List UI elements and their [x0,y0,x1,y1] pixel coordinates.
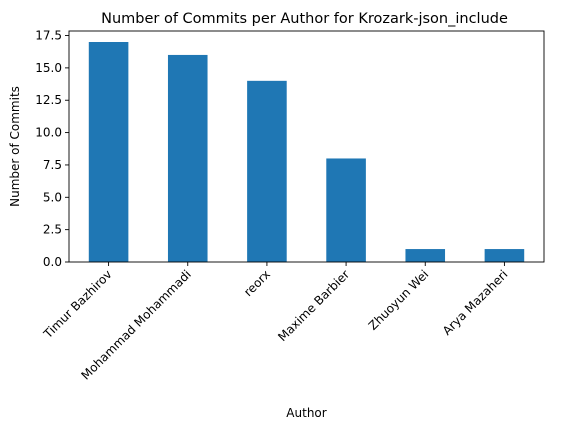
bars-group [88,42,525,262]
x-tick-label-4: Zhuoyun Wei [366,267,432,333]
y-tick-label-2: 5.0 [43,190,62,204]
plot-frame [68,30,545,263]
x-axis-label: Author [286,406,326,420]
x-tick-label-0: Timur Bazhirov [40,267,114,341]
x-tick-label-5: Arya Mazaheri [440,267,511,338]
bar-4 [405,249,446,262]
y-tick-label-7: 17.5 [35,29,62,43]
y-tick-label-6: 15.0 [35,61,62,75]
x-tick-label-2: reorx [241,267,273,299]
y-tick-label-4: 10.0 [35,126,62,140]
bar-3 [326,158,366,262]
y-axis-label: Number of Commits [8,86,22,207]
x-tick-label-3: Maxime Barbier [275,267,352,344]
y-tick-label-5: 12.5 [35,93,62,107]
y-tick-label-0: 0.0 [43,255,62,269]
bar-0 [88,42,129,262]
chart-title: Number of Commits per Author for Krozark… [101,11,508,27]
bar-5 [484,249,525,262]
bar-1 [167,54,208,262]
y-axis-ticks: 0.0 2.5 5.0 7.5 10.0 12.5 15.0 17.5 [35,29,69,269]
y-tick-label-1: 2.5 [43,223,62,237]
bar-2 [247,80,287,262]
y-tick-label-3: 7.5 [43,158,62,172]
